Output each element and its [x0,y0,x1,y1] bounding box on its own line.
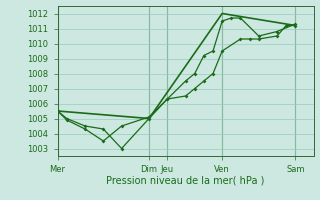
X-axis label: Pression niveau de la mer( hPa ): Pression niveau de la mer( hPa ) [107,175,265,185]
